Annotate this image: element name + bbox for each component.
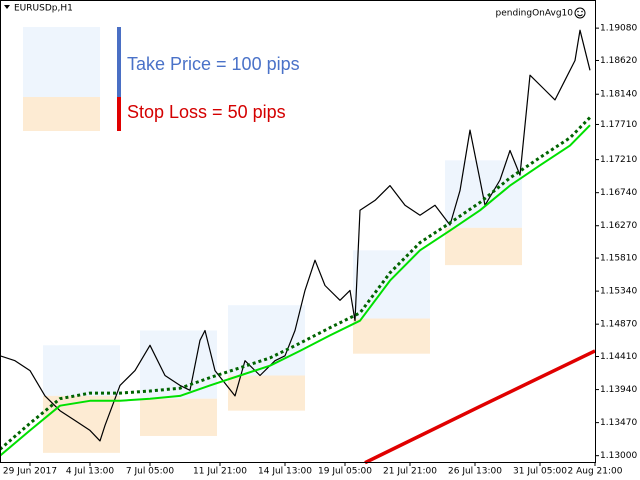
y-tick-label: 1.15340: [600, 287, 637, 297]
indicator-label: pendingOnAvg10: [496, 9, 574, 19]
menu-arrow: [4, 5, 10, 9]
take-zone: [140, 330, 217, 399]
y-tick-label: 1.15810: [600, 254, 637, 264]
x-tick-label: 21 Jul 21:00: [383, 467, 437, 477]
x-tick-label: 31 Jul 05:00: [513, 467, 567, 477]
take-zone: [445, 160, 522, 228]
take-legend-box: [23, 27, 100, 97]
y-tick-label: 1.13000: [600, 451, 637, 461]
x-tick-label: 14 Jul 13:00: [258, 467, 312, 477]
stop-zone: [353, 318, 430, 354]
y-tick-label: 1.16740: [600, 188, 637, 198]
stop-zone: [140, 398, 217, 436]
x-tick-label: 19 Jul 05:00: [318, 467, 372, 477]
stop-bar: [117, 97, 121, 131]
stop-zone: [228, 375, 305, 411]
y-tick-label: 1.19080: [600, 24, 637, 34]
x-tick-label: 4 Jul 13:00: [66, 467, 115, 477]
stop-zone: [445, 227, 522, 266]
plot-area: [0, 29, 596, 465]
take-zone: [43, 345, 120, 396]
series-line: [364, 349, 596, 465]
y-tick-label: 1.18140: [600, 90, 637, 100]
y-tick-label: 1.14870: [600, 320, 637, 330]
chart-title: EURUSDp,H1: [14, 4, 73, 14]
x-tick-label: 2 Aug 21:00: [568, 467, 623, 477]
y-tick-label: 1.16270: [600, 221, 637, 231]
x-tick-label: 29 Jun 2017: [3, 467, 57, 477]
x-tick-label: 26 Jul 13:00: [448, 467, 502, 477]
take-bar: [117, 27, 121, 97]
smiley-icon: [574, 7, 586, 19]
take-zone: [228, 305, 305, 376]
take-annotation: Take Price = 100 pips: [127, 54, 300, 74]
y-tick-label: 1.13940: [600, 385, 637, 395]
stop-annotation: Stop Loss = 50 pips: [127, 102, 286, 122]
y-tick-label: 1.14410: [600, 352, 637, 362]
series-line: [0, 124, 591, 457]
y-tick-label: 1.18620: [600, 56, 637, 66]
series-line: [0, 29, 591, 442]
y-tick-label: 1.17210: [600, 155, 637, 165]
x-tick-label: 7 Jul 05:00: [126, 467, 175, 477]
stop-legend-box: [23, 97, 100, 131]
y-tick-label: 1.17710: [600, 120, 637, 130]
plot-border: [0, 0, 596, 463]
take-zone: [353, 250, 430, 319]
x-tick-label: 11 Jul 21:00: [193, 467, 247, 477]
y-tick-label: 1.13470: [600, 418, 637, 428]
